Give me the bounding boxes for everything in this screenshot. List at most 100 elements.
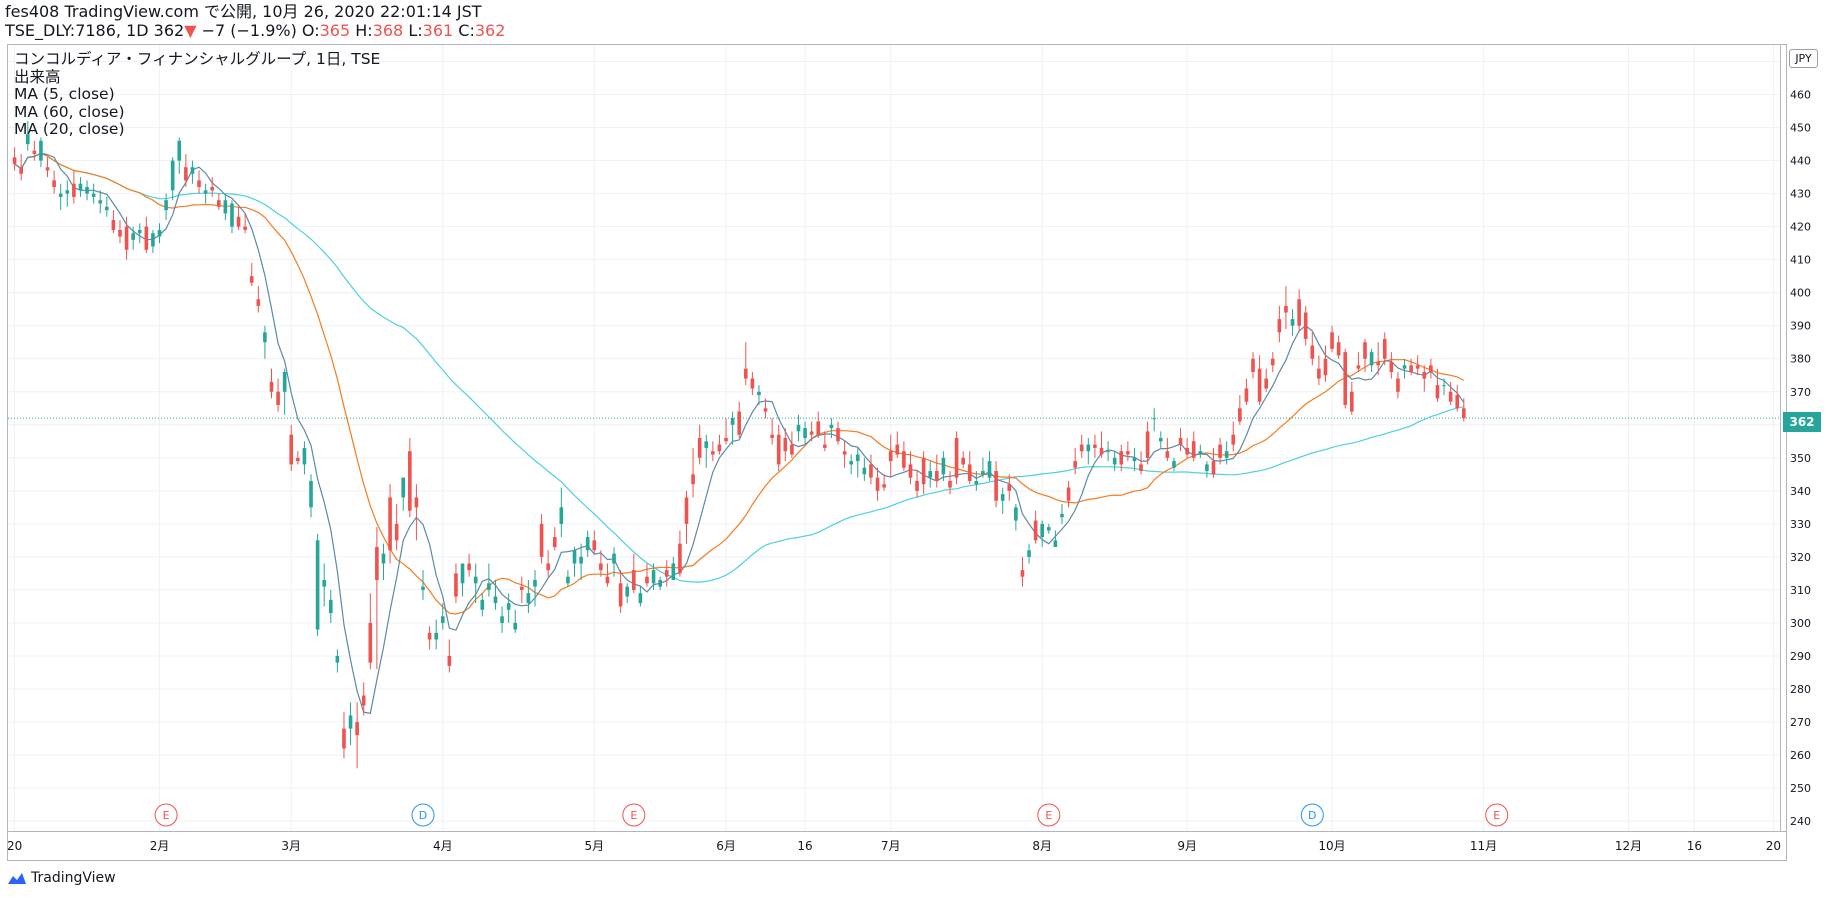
x-tick-label: 10月 bbox=[1318, 839, 1345, 853]
candle-body bbox=[197, 180, 201, 188]
candle bbox=[467, 553, 471, 577]
candle-body bbox=[184, 167, 188, 181]
candle-body bbox=[1099, 447, 1104, 455]
candle-body bbox=[1409, 365, 1413, 372]
currency-badge[interactable]: JPY bbox=[1789, 49, 1818, 68]
candle bbox=[1211, 447, 1216, 478]
candle-body bbox=[908, 464, 913, 478]
candle-body bbox=[506, 603, 511, 610]
y-tick-label: 270 bbox=[1790, 716, 1811, 729]
candle-body bbox=[770, 434, 774, 438]
change-text: −7 (−1.9%) bbox=[201, 21, 297, 40]
candle bbox=[447, 639, 452, 673]
candle-body bbox=[974, 480, 979, 485]
candle bbox=[645, 563, 649, 587]
candle bbox=[842, 441, 847, 468]
candle bbox=[1224, 441, 1229, 465]
candle bbox=[961, 451, 965, 468]
candle bbox=[1310, 332, 1315, 366]
candle-body bbox=[691, 474, 695, 485]
candle-body bbox=[671, 563, 676, 581]
candle-body bbox=[249, 276, 254, 283]
y-tick-label: 460 bbox=[1790, 89, 1811, 102]
candle bbox=[967, 451, 972, 485]
candle bbox=[954, 431, 959, 485]
candle bbox=[315, 533, 320, 637]
candle-body bbox=[981, 471, 985, 475]
candle-body bbox=[1376, 362, 1380, 366]
event-marker-circle bbox=[1485, 803, 1509, 827]
candle-body bbox=[473, 576, 478, 584]
x-tick-label: 11月 bbox=[1470, 839, 1497, 853]
candle-body bbox=[1060, 513, 1064, 518]
candle-body bbox=[1330, 332, 1334, 349]
candle bbox=[1376, 342, 1380, 376]
candle-body bbox=[1211, 461, 1216, 475]
candle-body bbox=[855, 454, 860, 462]
candle-body bbox=[394, 523, 399, 541]
candle-body bbox=[243, 226, 247, 230]
candle bbox=[256, 286, 261, 313]
candle-body bbox=[1356, 365, 1361, 369]
candle bbox=[987, 451, 992, 481]
candle-body bbox=[625, 586, 630, 597]
candle-body bbox=[1152, 418, 1157, 420]
candle-body bbox=[368, 622, 373, 663]
candle bbox=[480, 593, 485, 617]
candle bbox=[605, 563, 610, 587]
candle bbox=[348, 702, 353, 746]
tradingview-logo[interactable]: TradingView bbox=[5, 868, 116, 888]
candle-body bbox=[1027, 550, 1031, 557]
candle-body bbox=[678, 543, 682, 574]
y-tick-label: 390 bbox=[1790, 320, 1811, 333]
candle-body bbox=[1402, 365, 1407, 369]
high-label: H: bbox=[355, 21, 373, 40]
candle bbox=[1461, 398, 1466, 422]
candle bbox=[203, 183, 208, 204]
candle-body bbox=[1238, 408, 1242, 422]
candle bbox=[664, 560, 669, 587]
candle bbox=[1323, 345, 1328, 382]
candle bbox=[697, 424, 702, 465]
legend: コンコルディア・フィナンシャルグループ, 1日, TSE 出来高 MA (5, … bbox=[14, 50, 380, 139]
candle-body bbox=[104, 206, 109, 211]
candle bbox=[1429, 358, 1433, 379]
down-arrow-icon: ▼ bbox=[184, 21, 197, 40]
candle bbox=[328, 589, 333, 623]
legend-ma20: MA (20, close) bbox=[14, 120, 125, 138]
candle-body bbox=[1350, 391, 1354, 412]
candle-body bbox=[809, 431, 814, 435]
candle-body bbox=[1343, 352, 1348, 405]
candle-body bbox=[849, 461, 853, 465]
candle-body bbox=[783, 438, 788, 452]
candle-body bbox=[842, 451, 847, 455]
close-value: 362 bbox=[474, 21, 506, 40]
y-tick-label: 240 bbox=[1790, 815, 1811, 828]
candle bbox=[144, 216, 149, 254]
candle-body bbox=[230, 203, 234, 227]
x-tick-label: 7月 bbox=[881, 839, 901, 853]
candle bbox=[888, 434, 893, 478]
candle-body bbox=[348, 715, 353, 729]
high-value: 368 bbox=[372, 21, 404, 40]
candle bbox=[823, 431, 827, 452]
candle-body bbox=[335, 655, 340, 663]
candle bbox=[559, 487, 564, 538]
candle bbox=[1020, 556, 1025, 587]
candle bbox=[790, 431, 794, 458]
candle-body bbox=[882, 484, 886, 488]
candle-body bbox=[697, 438, 702, 458]
candle bbox=[421, 570, 425, 600]
y-tick-label: 250 bbox=[1790, 782, 1811, 795]
candle-body bbox=[1165, 451, 1170, 458]
candle bbox=[882, 474, 886, 491]
candle-body bbox=[65, 190, 70, 194]
event-marker-letter: D bbox=[1308, 809, 1316, 822]
candle bbox=[1435, 368, 1440, 402]
symbol-text: TSE_DLY:7186, 1D 362 bbox=[5, 21, 185, 40]
candle-body bbox=[1257, 368, 1262, 402]
candle-body bbox=[1389, 362, 1394, 372]
candle-body bbox=[1224, 451, 1229, 458]
candle-body bbox=[1336, 342, 1341, 356]
